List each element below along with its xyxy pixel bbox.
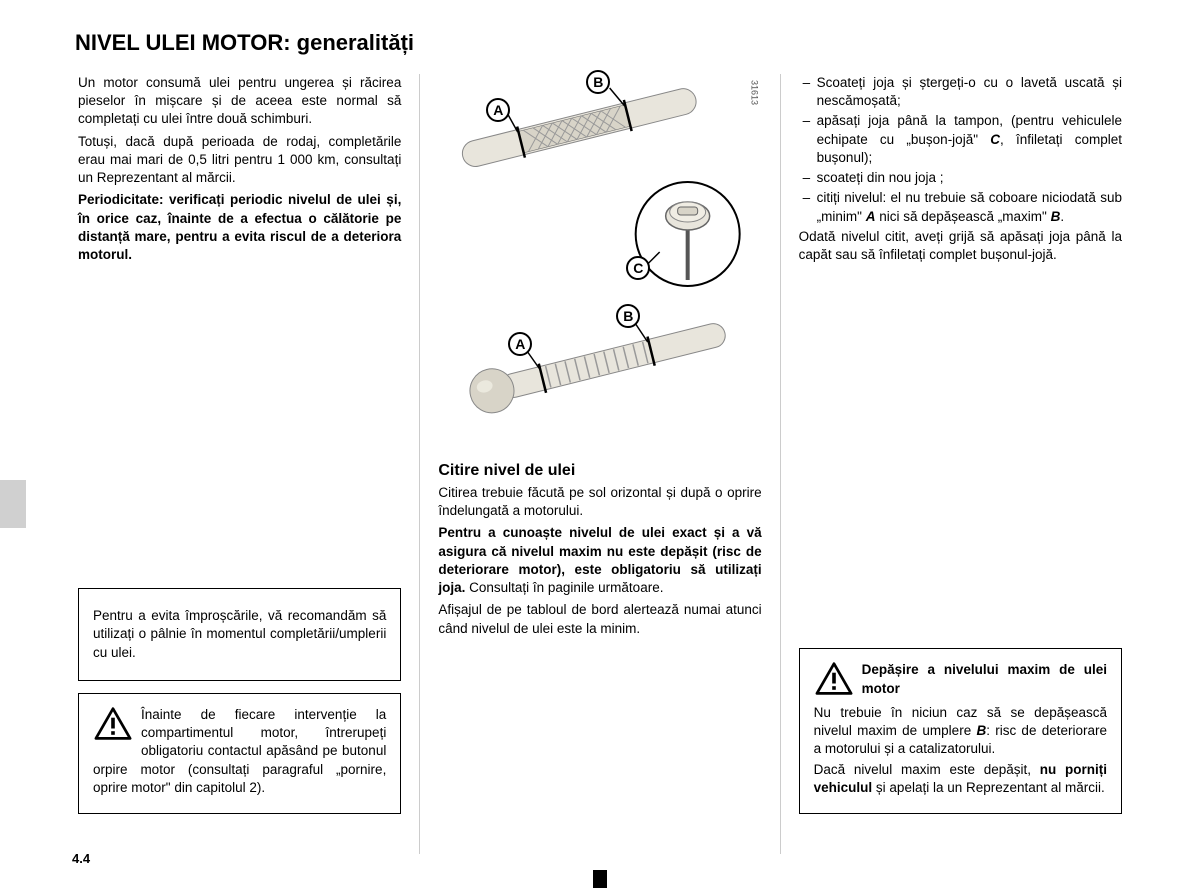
crop-mark	[593, 870, 607, 888]
col1-p1: Un motor consumă ulei pentru ungerea și …	[78, 74, 401, 129]
manual-page: NIVEL ULEI MOTOR: generalități Un motor …	[0, 0, 1200, 888]
warning-box-overfill: Depășire a nivelului maxim de ulei motor…	[799, 648, 1122, 814]
info-box-funnel: Pentru a evita împroșcările, vă recomand…	[78, 588, 401, 681]
col2-heading: Citire nivel de ulei	[438, 462, 761, 480]
column-3: Scoateți joja și ștergeți-o cu o lavetă …	[780, 74, 1140, 854]
image-code: 31613	[750, 80, 760, 105]
list-item: Scoateți joja și ștergeți-o cu o lavetă …	[799, 74, 1122, 110]
warning-box-ignition: Înainte de fiecare intervenție la compar…	[78, 693, 401, 814]
col1-p2: Totuși, dacă după perioada de rodaj, com…	[78, 133, 401, 188]
warning-triangle-icon	[814, 661, 854, 697]
column-layout: Un motor consumă ulei pentru ungerea și …	[60, 74, 1140, 854]
col1-p3: Periodicitate: verificați periodic nivel…	[78, 191, 401, 264]
list-item: citiți nivelul: el nu trebuie să coboare…	[799, 189, 1122, 225]
col2-p2: Pentru a cunoaște nivelul de ulei exact …	[438, 524, 761, 597]
list-item: scoateți din nou joja ;	[799, 169, 1122, 187]
column-1: Un motor consumă ulei pentru ungerea și …	[60, 74, 419, 854]
info-box-text: Pentru a evita împroșcările, vă recomand…	[93, 608, 386, 659]
warning-triangle-icon	[93, 706, 133, 742]
dipstick-diagram: 31613	[438, 74, 761, 444]
col2-p3: Afișajul de pe tabloul de bord alertează…	[438, 601, 761, 637]
warn-title: Depășire a nivelului maxim de ulei motor	[862, 662, 1107, 695]
procedure-list: Scoateți joja și ștergeți-o cu o lavetă …	[799, 74, 1122, 228]
warning-text: Înainte de fiecare intervenție la compar…	[93, 707, 386, 795]
warn-p2: Dacă nivelul maxim este depășit, nu porn…	[814, 762, 1107, 795]
column-2: 31613	[419, 74, 779, 854]
dipstick-svg	[438, 74, 761, 444]
col3-after: Odată nivelul citit, aveți grijă să apăs…	[799, 228, 1122, 264]
page-number: 4.4	[72, 851, 90, 866]
col2-p1: Citirea trebuie făcută pe sol orizontal …	[438, 484, 761, 520]
list-item: apăsați joja până la tampon, (pentru veh…	[799, 112, 1122, 167]
warn-p1: Nu trebuie în niciun caz să se depășeasc…	[814, 705, 1107, 756]
page-title: NIVEL ULEI MOTOR: generalități	[75, 30, 1140, 56]
